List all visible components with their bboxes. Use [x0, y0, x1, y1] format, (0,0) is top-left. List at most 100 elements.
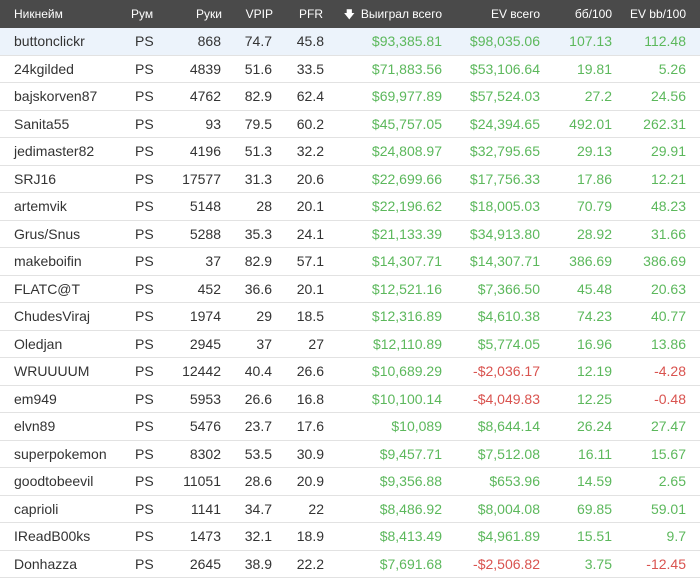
cell-pfr: 20.9 — [296, 473, 324, 489]
cell-room: PS — [135, 143, 154, 159]
cell-nickname: Oledjan — [14, 335, 63, 352]
cell-vpip: 28 — [256, 198, 272, 214]
cell-bb100: 17.86 — [576, 170, 612, 187]
cell-ev-total: -$2,036.17 — [473, 363, 540, 379]
col-header-pfr[interactable]: PFR — [299, 7, 323, 21]
cell-bb100: 16.96 — [576, 335, 612, 352]
table-row[interactable]: Sanita55 PS 93 79.5 60.2 $45,757.05 $24,394.65… — [0, 111, 700, 138]
table-row[interactable]: bajskorven87 PS 4762 82.9 62.4 $69,977.89 $57,… — [0, 83, 700, 111]
table-row[interactable]: Donhazza PS 2645 38.9 22.2 $7,691.68 -$2,506.8… — [0, 551, 700, 578]
table-row[interactable]: artemvik PS 5148 28 20.1 $22,196.62 $18,005.03… — [0, 193, 700, 221]
cell-hands: 1473 — [189, 528, 221, 544]
cell-pfr: 18.9 — [296, 528, 324, 544]
cell-ev-total: -$2,506.82 — [473, 555, 540, 572]
cell-pfr: 20.1 — [296, 280, 324, 297]
col-header-ev-bb100[interactable]: EV bb/100 — [629, 7, 686, 21]
col-header-room[interactable]: Рум — [131, 7, 154, 21]
cell-won-total: $10,100.14 — [371, 390, 442, 407]
cell-bb100: 69.85 — [576, 500, 612, 517]
cell-ev-total: $98,035.06 — [469, 33, 540, 49]
cell-ev-total: $57,524.03 — [469, 88, 540, 104]
cell-ev-bb100: 262.31 — [643, 115, 686, 132]
cell-won-total: $12,316.89 — [371, 308, 442, 324]
cell-hands: 1141 — [190, 500, 221, 517]
cell-won-total: $24,808.97 — [371, 143, 442, 159]
table-row[interactable]: Grus/Snus PS 5288 35.3 24.1 $21,133.39 $34,913… — [0, 221, 700, 248]
cell-room: PS — [135, 473, 154, 489]
table-row[interactable]: caprioli PS 1141 34.7 22 $8,486.92 $8,004.08 69… — [0, 496, 700, 523]
cell-room: PS — [135, 390, 154, 407]
cell-ev-bb100: 112.48 — [644, 33, 686, 49]
table-row[interactable]: ChudesViraj PS 1974 29 18.5 $12,316.89 $4,610.… — [0, 303, 700, 331]
cell-bb100: 3.75 — [584, 555, 612, 572]
cell-nickname: elvn89 — [14, 418, 56, 434]
col-header-ev-total[interactable]: EV всего — [490, 7, 540, 21]
cell-ev-bb100: 31.66 — [650, 225, 686, 242]
cell-ev-total: $653.96 — [489, 473, 540, 489]
cell-won-total: $9,356.88 — [379, 473, 442, 489]
cell-pfr: 20.1 — [296, 198, 324, 214]
table-row[interactable]: makeboifin PS 37 82.9 57.1 $14,307.71 $14,307.… — [0, 248, 700, 276]
table-row[interactable]: SRJ16 PS 17577 31.3 20.6 $22,699.66 $17,756.33… — [0, 166, 700, 193]
cell-won-total: $21,133.39 — [371, 225, 442, 242]
cell-bb100: 19.81 — [576, 60, 612, 77]
table-row[interactable]: superpokemon PS 8302 53.5 30.9 $9,457.71 $7,51… — [0, 441, 700, 468]
cell-bb100: 29.13 — [576, 143, 612, 159]
table-row[interactable]: goodtobeevil PS 11051 28.6 20.9 $9,356.88 $653… — [0, 468, 700, 496]
table-row[interactable]: 24kgilded PS 4839 51.6 33.5 $71,883.56 $53,106… — [0, 56, 700, 83]
cell-ev-bb100: 59.01 — [650, 500, 686, 517]
cell-ev-bb100: 386.69 — [643, 253, 686, 269]
cell-hands: 8302 — [189, 445, 221, 462]
cell-bb100: 14.59 — [576, 473, 612, 489]
cell-vpip: 36.6 — [244, 280, 272, 297]
cell-hands: 5148 — [189, 198, 221, 214]
cell-hands: 4839 — [189, 60, 221, 77]
cell-pfr: 27 — [308, 335, 324, 352]
arrow-down-icon: 🡇 — [343, 9, 355, 21]
col-header-hands[interactable]: Руки — [196, 7, 222, 21]
table-row[interactable]: WRUUUUM PS 12442 40.4 26.6 $10,689.29 -$2,036.… — [0, 358, 700, 386]
cell-pfr: 16.8 — [296, 390, 324, 407]
cell-room: PS — [135, 500, 154, 517]
cell-won-total: $22,699.66 — [371, 170, 442, 187]
cell-vpip: 26.6 — [244, 390, 272, 407]
cell-won-total: $8,486.92 — [379, 500, 442, 517]
cell-room: PS — [135, 115, 154, 132]
cell-hands: 452 — [197, 280, 221, 297]
col-header-won-total-label: Выиграл всего — [360, 7, 442, 21]
cell-nickname: goodtobeevil — [14, 473, 94, 489]
table-row[interactable]: elvn89 PS 5476 23.7 17.6 $10,089 $8,644.14 26.2… — [0, 413, 700, 441]
cell-nickname: bajskorven87 — [14, 88, 98, 104]
cell-pfr: 57.1 — [296, 253, 324, 269]
col-header-bb100[interactable]: бб/100 — [574, 7, 612, 21]
table-row[interactable]: jedimaster82 PS 4196 51.3 32.2 $24,808.97 $32,… — [0, 138, 700, 166]
table-row[interactable]: FLATC@T PS 452 36.6 20.1 $12,521.16 $7,366.50 4… — [0, 276, 700, 303]
cell-bb100: 107.13 — [569, 33, 612, 49]
cell-nickname: Grus/Snus — [14, 225, 81, 242]
cell-vpip: 35.3 — [244, 225, 272, 242]
cell-bb100: 27.2 — [584, 88, 612, 104]
cell-nickname: artemvik — [14, 198, 67, 214]
cell-ev-bb100: -12.45 — [646, 555, 686, 572]
cell-hands: 5953 — [189, 390, 221, 407]
cell-nickname: jedimaster82 — [14, 143, 95, 159]
cell-pfr: 62.4 — [296, 88, 324, 104]
cell-vpip: 37 — [256, 335, 272, 352]
cell-nickname: em949 — [14, 390, 57, 407]
table-row[interactable]: buttonclickr PS 868 74.7 45.8 $93,385.81 $98,0… — [0, 28, 700, 56]
col-header-nickname[interactable]: Никнейм — [14, 7, 63, 21]
cell-room: PS — [135, 88, 154, 104]
cell-room: PS — [135, 198, 154, 214]
table-row[interactable]: IReadB00ks PS 1473 32.1 18.9 $8,413.49 $4,961.… — [0, 523, 700, 551]
cell-hands: 17577 — [182, 170, 221, 187]
cell-bb100: 15.51 — [576, 528, 612, 544]
cell-bb100: 12.25 — [576, 390, 612, 407]
cell-hands: 12442 — [182, 363, 221, 379]
table-row[interactable]: Oledjan PS 2945 37 27 $12,110.89 $5,774.05 16.9… — [0, 331, 700, 358]
cell-vpip: 31.3 — [244, 170, 272, 187]
cell-vpip: 38.9 — [244, 555, 272, 572]
table-row[interactable]: em949 PS 5953 26.6 16.8 $10,100.14 -$4,049.83 1… — [0, 386, 700, 413]
col-header-vpip[interactable]: VPIP — [245, 7, 273, 21]
cell-pfr: 45.8 — [296, 33, 324, 49]
col-header-won-total[interactable]: 🡇 Выиграл всего — [344, 0, 442, 28]
